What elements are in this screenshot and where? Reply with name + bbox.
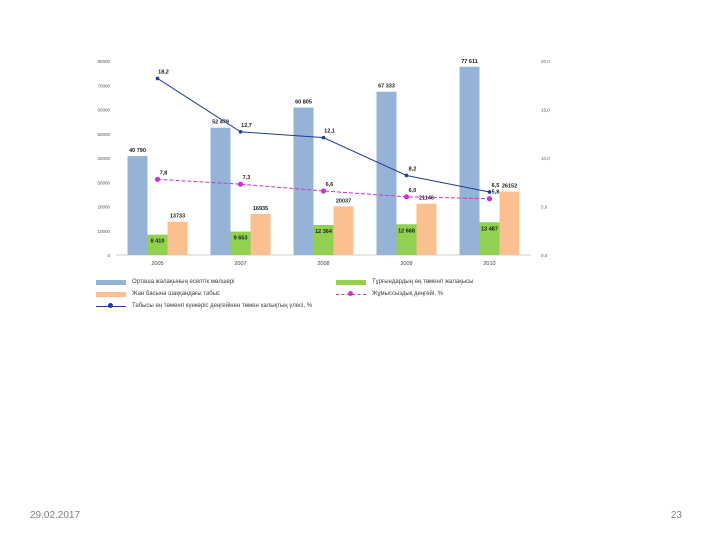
category-tick-label: 2005 bbox=[151, 261, 163, 267]
series-line bbox=[157, 178, 490, 200]
right-axis-tick-label: 15,0 bbox=[541, 108, 550, 113]
bar-data-label: 52 479 bbox=[212, 120, 229, 126]
category-tick-label: 2010 bbox=[483, 261, 495, 267]
legend-swatch bbox=[96, 291, 126, 297]
bar-data-label: 26152 bbox=[502, 184, 517, 190]
chart-container: 0 10000 20000 30000 40000 50000 60000 70000 8000… bbox=[86, 43, 561, 315]
bar-data-label: 67 333 bbox=[378, 84, 395, 90]
left-axis-tick-label: 40000 bbox=[97, 156, 110, 161]
line-data-label: 8,2 bbox=[409, 166, 417, 172]
line-point bbox=[487, 190, 492, 194]
legend-swatch bbox=[96, 303, 126, 308]
bar bbox=[479, 222, 500, 255]
line-point bbox=[321, 135, 326, 140]
line-point bbox=[238, 130, 243, 134]
category-tick-label: 2007 bbox=[234, 261, 246, 267]
line-point bbox=[320, 188, 327, 194]
line-point bbox=[403, 194, 410, 200]
bar bbox=[333, 206, 354, 255]
legend-swatch bbox=[336, 279, 366, 285]
legend-item-min-wage: Тұрғындардың ең төменгі жалақысы bbox=[336, 279, 473, 285]
bar-data-label: 60 805 bbox=[295, 100, 312, 106]
legend-swatch bbox=[96, 279, 126, 285]
legend-label: Табысы ең төменгі күнкөріс деңгейінен тө… bbox=[132, 303, 313, 309]
line-data-label: 12,1 bbox=[324, 129, 335, 135]
legend-swatch bbox=[336, 291, 366, 296]
left-axis-tick-label: 50000 bbox=[97, 132, 110, 137]
legend-item-poverty: Табысы ең төменгі күнкөріс деңгейінен тө… bbox=[96, 303, 312, 309]
right-axis-tick-label: 20,0 bbox=[541, 59, 550, 64]
bar-data-label: 77 611 bbox=[461, 59, 478, 65]
line-point bbox=[486, 196, 493, 202]
line-point bbox=[154, 176, 161, 182]
legend-label: Жан басына шаққандағы табыс bbox=[132, 291, 221, 297]
bar bbox=[396, 224, 417, 255]
footer-date: 29.02.2017 bbox=[30, 510, 81, 521]
bar bbox=[167, 221, 188, 255]
bar-data-label: 16935 bbox=[253, 206, 268, 212]
bar bbox=[416, 203, 437, 255]
bar bbox=[293, 107, 314, 255]
line-data-label: 5,8 bbox=[492, 190, 500, 196]
category-tick-label: 2009 bbox=[400, 261, 412, 267]
combo-chart: 0 10000 20000 30000 40000 50000 60000 70000 8000… bbox=[97, 59, 550, 267]
left-axis-tick-label: 10000 bbox=[97, 229, 110, 234]
bar bbox=[313, 225, 334, 255]
legend-label: Орташа жалақының есептік мөлшері bbox=[132, 279, 235, 285]
slide-number: 23 bbox=[670, 510, 682, 521]
left-axis-tick-label: 80000 bbox=[97, 59, 110, 64]
line-data-label: 6,0 bbox=[409, 188, 417, 194]
legend-label: Тұрғындардың ең төменгі жалақысы bbox=[372, 279, 474, 285]
series-line bbox=[157, 78, 490, 193]
bar bbox=[230, 231, 251, 255]
legend-item-unemployment: Жұмыссыздық деңгейі, % bbox=[336, 291, 443, 297]
right-axis-tick-label: 10,0 bbox=[541, 156, 550, 161]
bar bbox=[459, 66, 480, 255]
line-point bbox=[237, 181, 244, 187]
line-data-label: 6,5 bbox=[492, 183, 500, 189]
category-tick-label: 2008 bbox=[317, 261, 329, 267]
bar bbox=[376, 91, 397, 256]
line-point bbox=[155, 76, 160, 81]
left-axis-tick-label: 60000 bbox=[97, 108, 110, 113]
bar bbox=[210, 127, 231, 255]
line-data-label: 6,6 bbox=[326, 182, 334, 188]
bar-data-label: 9 653 bbox=[234, 236, 248, 242]
legend-label: Жұмыссыздық деңгейі, % bbox=[372, 291, 443, 297]
bar bbox=[147, 234, 168, 255]
bar-data-label: 12 668 bbox=[398, 228, 415, 234]
bar-data-label: 12 364 bbox=[315, 229, 333, 235]
left-axis-tick-label: 30000 bbox=[97, 180, 110, 185]
bar bbox=[499, 191, 520, 255]
bar-data-label: 21146 bbox=[419, 196, 434, 202]
line-point bbox=[404, 173, 409, 178]
bar-data-label: 13733 bbox=[170, 214, 185, 220]
right-axis-tick-label: 0,0 bbox=[541, 253, 548, 258]
line-data-label: 7,8 bbox=[160, 170, 168, 176]
left-axis-tick-label: 70000 bbox=[97, 83, 110, 88]
legend-item-avg-wage: Орташа жалақының есептік мөлшері bbox=[96, 279, 235, 285]
bar-data-label: 8 410 bbox=[151, 239, 165, 245]
line-data-label: 7,3 bbox=[243, 175, 251, 181]
bar-data-label: 20037 bbox=[336, 198, 351, 204]
left-axis-tick-label: 20000 bbox=[97, 205, 110, 210]
right-axis-tick-label: 5,0 bbox=[541, 205, 548, 210]
legend-item-income: Жан басына шаққандағы табыс bbox=[96, 291, 220, 297]
line-data-label: 12,7 bbox=[241, 123, 252, 129]
bar bbox=[250, 213, 271, 255]
bar-data-label: 13 487 bbox=[481, 226, 498, 232]
left-axis-tick-label: 0 bbox=[107, 253, 110, 258]
bar bbox=[127, 156, 148, 255]
bar-data-label: 40 790 bbox=[129, 148, 146, 154]
line-data-label: 18,2 bbox=[158, 69, 169, 75]
